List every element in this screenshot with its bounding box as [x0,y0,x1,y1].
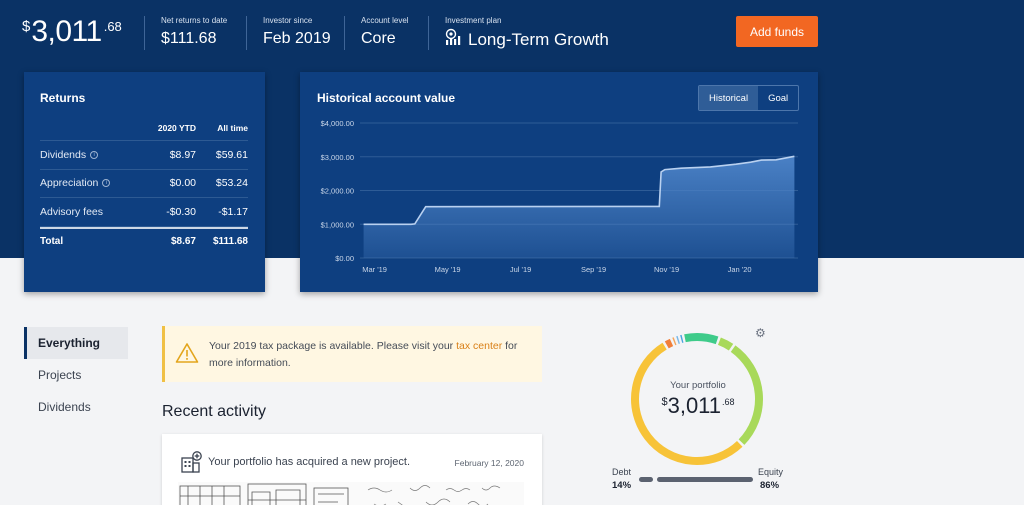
stat-investor-since: Investor since Feb 2019 [246,16,331,50]
row-ytd: $8.67 [140,236,196,247]
stat-value: Core [361,30,409,48]
portfolio-whole: 3,011 [668,393,721,419]
info-icon[interactable]: i [102,179,110,187]
equity-bar [657,477,753,482]
row-all-time: $53.24 [196,177,248,189]
donut-segment [674,341,675,342]
history-panel: $0.00 $1,000.00 $2,000.00 $3,000.00 $4,000.0… [300,72,818,292]
stat-value: Feb 2019 [263,30,331,48]
returns-panel: Returns 2020 YTD All time Dividends i $8.… [24,72,265,292]
donut-segment [719,341,731,347]
add-funds-button[interactable]: Add funds [736,16,818,47]
filter-projects[interactable]: Projects [24,359,128,391]
y-tick-label: $3,000.00 [321,153,354,162]
y-tick-label: $4,000.00 [321,119,354,128]
returns-row-total: Total $8.67 $111.68 [40,227,248,256]
returns-row-advisory-fees: Advisory fees -$0.30 -$1.17 [40,198,248,227]
returns-header-row: 2020 YTD All time [40,116,248,141]
x-tick-label: Jul '19 [510,265,531,274]
stat-label: Investor since [263,16,331,25]
equity-label: Equity [758,467,783,477]
row-all-time: $111.68 [196,236,248,247]
chart-toggle: Historical Goal [698,85,799,111]
row-ytd: -$0.30 [140,206,196,218]
activity-card[interactable]: Your portfolio has acquired a new projec… [162,434,542,505]
stat-value: $111.68 [161,30,227,48]
x-tick-label: Nov '19 [654,265,679,274]
stat-investment-plan: Investment plan Long-Term Growth [428,16,609,50]
notice-text: Your 2019 tax package is available. Plea… [209,326,529,372]
balance-currency: $ [22,18,30,35]
donut-segment [685,337,717,340]
activity-date: February 12, 2020 [455,458,524,468]
returns-row-appreciation: Appreciation i $0.00 $53.24 [40,170,248,199]
row-label: Total [40,236,140,247]
notice-text-before: Your 2019 tax package is available. Plea… [209,340,456,352]
row-ytd: $8.97 [140,149,196,161]
stat-label: Account level [361,16,409,25]
info-icon[interactable]: i [90,151,98,159]
stat-value: Long-Term Growth [468,30,609,50]
stat-account-level: Account level Core [344,16,409,50]
stat-net-returns: Net returns to date $111.68 [144,16,227,50]
debt-label: Debt [612,467,631,477]
stat-label: Investment plan [445,16,609,25]
gear-icon[interactable]: ⚙ [755,326,766,340]
row-all-time: -$1.17 [196,206,248,218]
tax-center-link[interactable]: tax center [456,340,502,352]
x-tick-label: Mar '19 [362,265,387,274]
column-header-ytd: 2020 YTD [140,123,196,133]
returns-title: Returns [40,91,85,105]
portfolio-label: Your portfolio [646,380,750,391]
plan-growth-icon [445,28,461,51]
row-label: Appreciation [40,177,98,189]
x-tick-label: Sep '19 [581,265,606,274]
filter-dividends[interactable]: Dividends [24,391,128,423]
row-ytd: $0.00 [140,177,196,189]
toggle-goal[interactable]: Goal [758,86,798,110]
recent-activity-title: Recent activity [162,403,266,421]
returns-row-dividends: Dividends i $8.97 $59.61 [40,141,248,170]
account-balance: $ 3,011 .68 [22,14,122,50]
equity-percent: 86% [760,480,779,491]
stat-label: Net returns to date [161,16,227,25]
returns-table: 2020 YTD All time Dividends i $8.97 $59.6… [40,116,248,255]
balance-cents: .68 [104,19,122,34]
y-tick-label: $1,000.00 [321,220,354,229]
column-header-all-time: All time [196,123,248,133]
x-tick-label: May '19 [435,265,461,274]
y-tick-label: $2,000.00 [321,187,354,196]
row-all-time: $59.61 [196,149,248,161]
portfolio-summary: Your portfolio $ 3,011 .68 [646,380,750,419]
warning-icon [175,342,199,369]
tax-notice: Your 2019 tax package is available. Plea… [162,326,542,382]
row-label: Dividends [40,149,86,161]
activity-message: Your portfolio has acquired a new projec… [208,456,410,468]
donut-segment [667,342,672,344]
building-add-icon [180,451,204,478]
debt-bar [639,477,653,482]
balance-whole: 3,011 [31,14,101,50]
filter-everything[interactable]: Everything [24,327,128,359]
history-title: Historical account value [317,91,455,105]
debt-percent: 14% [612,480,631,491]
y-tick-label: $0.00 [335,254,354,263]
x-tick-label: Jan '20 [728,265,752,274]
project-blueprint-image [178,482,524,505]
toggle-historical[interactable]: Historical [699,86,758,110]
portfolio-cents: .68 [722,397,735,407]
row-label: Advisory fees [40,206,103,218]
